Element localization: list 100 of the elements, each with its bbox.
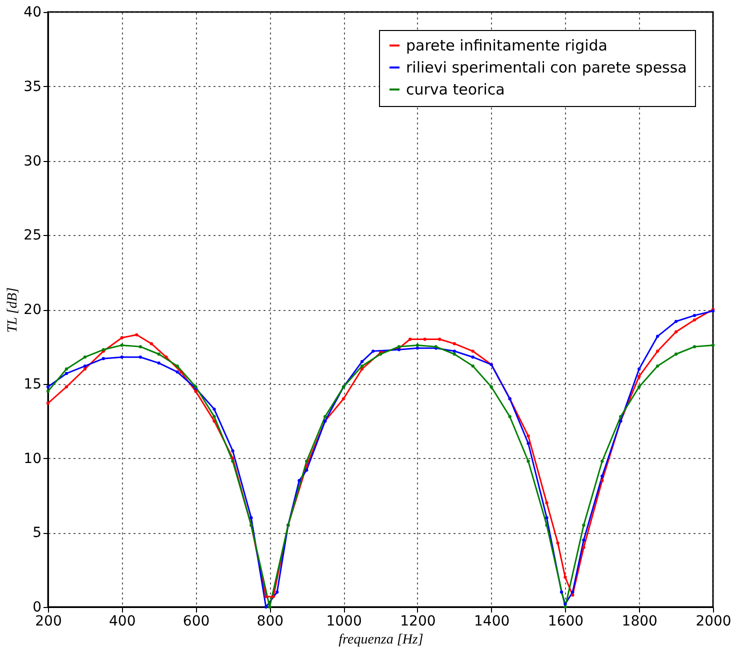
legend-label: curva teorica <box>406 80 505 98</box>
x-tick-label: 200 <box>35 614 62 630</box>
legend-label: parete infinitamente rigida <box>406 36 608 54</box>
y-tick-label: 10 <box>24 450 42 467</box>
point <box>656 334 660 338</box>
legend-label: rilievi sperimentali con parete spessa <box>406 58 687 76</box>
point <box>360 364 364 368</box>
point <box>212 419 216 423</box>
y-tick-label: 30 <box>24 153 42 170</box>
point <box>582 538 586 542</box>
x-tick-label: 1200 <box>400 614 436 630</box>
point <box>272 595 275 598</box>
point <box>102 357 105 360</box>
point <box>324 415 327 418</box>
point <box>83 364 87 368</box>
point <box>490 385 493 388</box>
y-axis-title: TL [dB] <box>6 287 21 333</box>
x-tick-label: 1600 <box>548 614 584 630</box>
point <box>372 350 375 353</box>
point <box>176 370 179 374</box>
point <box>571 590 574 594</box>
point <box>452 350 456 353</box>
point <box>264 595 268 598</box>
point <box>600 460 604 463</box>
point <box>564 602 567 606</box>
y-tick-label: 35 <box>24 78 42 95</box>
point <box>564 605 567 609</box>
point <box>194 390 198 393</box>
point <box>150 342 154 346</box>
point <box>526 460 530 463</box>
point <box>250 516 253 520</box>
point <box>120 356 124 359</box>
point <box>526 442 530 445</box>
point <box>638 374 641 378</box>
point <box>342 397 346 400</box>
point <box>582 524 586 527</box>
point <box>64 385 68 388</box>
y-tick-label: 20 <box>24 302 42 318</box>
point <box>526 434 530 438</box>
y-tick-label: 5 <box>32 525 42 542</box>
point <box>619 415 622 418</box>
point <box>408 338 412 341</box>
point <box>138 356 142 359</box>
point <box>545 524 548 527</box>
point <box>157 361 160 365</box>
point <box>638 385 641 388</box>
point <box>360 360 364 364</box>
point <box>46 390 50 393</box>
point <box>416 344 420 347</box>
point <box>471 356 474 359</box>
point <box>360 367 364 371</box>
x-tick-label: 400 <box>109 614 136 630</box>
x-tick-label: 1000 <box>326 614 362 630</box>
point <box>674 352 678 356</box>
point <box>600 474 604 478</box>
point <box>582 546 586 550</box>
point <box>120 344 124 347</box>
point <box>471 364 474 368</box>
point <box>305 468 308 472</box>
point <box>305 464 308 468</box>
x-tick-label: 2000 <box>696 614 732 630</box>
x-tick-label: 1400 <box>474 614 510 630</box>
point <box>176 364 179 368</box>
point <box>135 333 138 336</box>
point <box>656 350 660 353</box>
point <box>674 330 678 334</box>
point <box>416 346 420 350</box>
point <box>545 501 548 504</box>
x-tick-label: 1800 <box>622 614 658 630</box>
point <box>564 576 567 579</box>
x-tick-label: 600 <box>182 614 210 630</box>
point <box>83 367 87 371</box>
point <box>305 460 308 463</box>
x-axis-title: frequenza [Hz] <box>338 632 424 648</box>
point <box>268 605 272 609</box>
point <box>692 318 696 322</box>
y-tick-label: 25 <box>24 228 42 244</box>
point <box>212 408 216 411</box>
point <box>692 314 696 318</box>
point <box>423 338 426 341</box>
point <box>138 345 142 348</box>
point <box>556 541 560 545</box>
point <box>46 402 50 405</box>
point <box>64 367 68 371</box>
point <box>638 367 641 371</box>
point <box>508 415 512 418</box>
point <box>179 370 183 374</box>
point <box>600 478 604 482</box>
point <box>264 605 268 609</box>
point <box>656 364 660 368</box>
point <box>164 356 168 359</box>
point <box>471 350 474 353</box>
point <box>212 415 216 418</box>
y-tick-label: 0 <box>32 600 42 616</box>
point <box>545 516 548 520</box>
y-tick-label: 15 <box>24 376 42 392</box>
point <box>231 449 234 452</box>
point <box>298 478 301 482</box>
point <box>571 594 574 597</box>
point <box>560 590 564 594</box>
